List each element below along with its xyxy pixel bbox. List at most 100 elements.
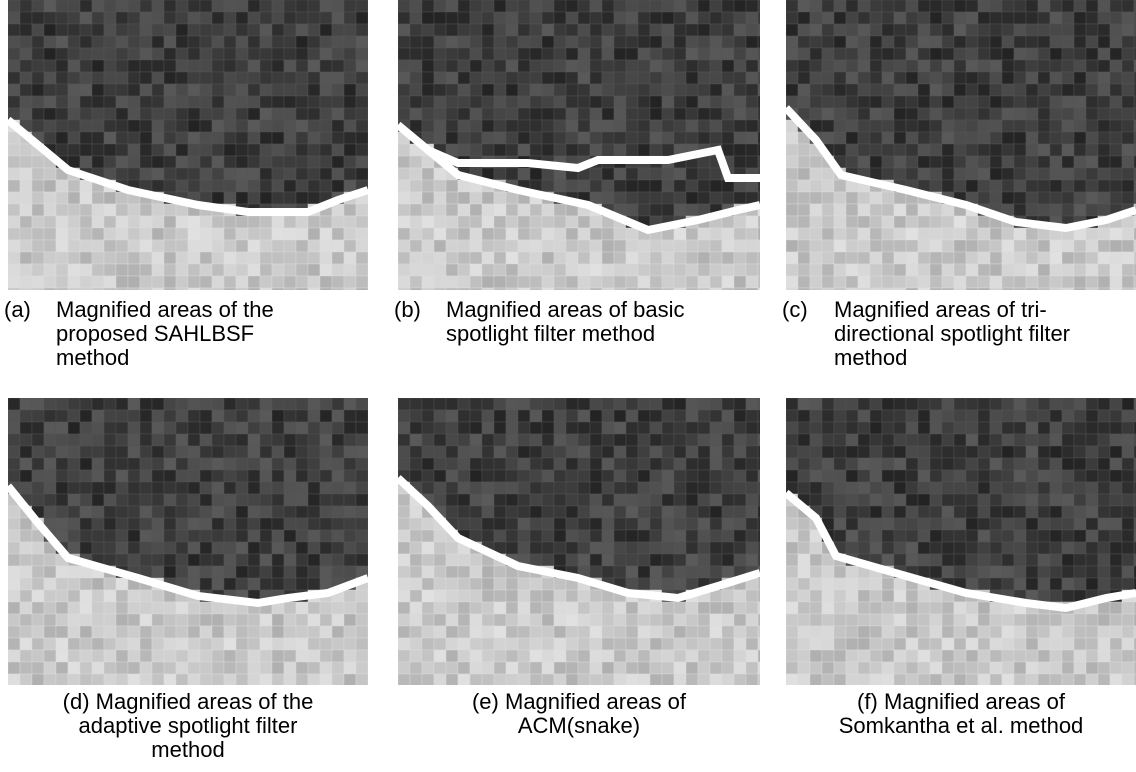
- pixel: [638, 566, 650, 578]
- pixel: [164, 276, 176, 288]
- pixel: [164, 204, 176, 216]
- pixel: [578, 120, 590, 132]
- pixel: [810, 84, 822, 96]
- pixel: [506, 120, 518, 132]
- pixel: [1074, 144, 1086, 156]
- pixel: [822, 470, 834, 482]
- pixel: [1110, 228, 1122, 240]
- pixel: [422, 96, 434, 108]
- pixel: [822, 650, 834, 662]
- pixel: [1050, 458, 1062, 470]
- pixel: [272, 674, 284, 685]
- pixel: [542, 12, 554, 24]
- pixel: [320, 216, 332, 228]
- pixel: [530, 614, 542, 626]
- pixel: [746, 156, 758, 168]
- pixel: [674, 120, 686, 132]
- pixel: [966, 12, 978, 24]
- pixel: [152, 204, 164, 216]
- pixel: [1086, 84, 1098, 96]
- pixel: [398, 108, 410, 120]
- pixel: [746, 120, 758, 132]
- pixel: [434, 276, 446, 288]
- pixel: [44, 0, 56, 12]
- pixel: [542, 144, 554, 156]
- pixel: [1098, 12, 1110, 24]
- pixel: [482, 240, 494, 252]
- pixel: [1002, 168, 1014, 180]
- pixel: [1074, 276, 1086, 288]
- pixel: [1026, 36, 1038, 48]
- pixel: [1110, 0, 1122, 12]
- pixel: [698, 482, 710, 494]
- pixel: [410, 168, 422, 180]
- pixel: [56, 398, 68, 410]
- pixel: [458, 674, 470, 685]
- pixel: [566, 614, 578, 626]
- pixel: [56, 482, 68, 494]
- pixel: [614, 228, 626, 240]
- pixel: [906, 482, 918, 494]
- pixel: [698, 434, 710, 446]
- pixel: [990, 120, 1002, 132]
- pixel: [638, 530, 650, 542]
- pixel: [734, 84, 746, 96]
- pixel: [1038, 288, 1050, 290]
- pixel: [176, 494, 188, 506]
- pixel: [918, 156, 930, 168]
- pixel: [662, 494, 674, 506]
- pixel: [1062, 132, 1074, 144]
- pixel: [686, 626, 698, 638]
- pixel: [260, 276, 272, 288]
- pixel: [906, 446, 918, 458]
- pixel: [422, 48, 434, 60]
- pixel: [284, 144, 296, 156]
- pixel: [80, 96, 92, 108]
- pixel: [224, 264, 236, 276]
- pixel: [482, 506, 494, 518]
- pixel: [320, 566, 332, 578]
- pixel: [272, 132, 284, 144]
- pixel: [1086, 204, 1098, 216]
- pixel: [978, 398, 990, 410]
- pixel: [332, 506, 344, 518]
- pixel: [68, 132, 80, 144]
- pixel: [686, 72, 698, 84]
- pixel: [32, 674, 44, 685]
- pixel: [638, 192, 650, 204]
- pixel: [626, 566, 638, 578]
- pixel: [758, 0, 760, 12]
- pixel: [1086, 228, 1098, 240]
- pixel: [1098, 72, 1110, 84]
- pixel: [530, 494, 542, 506]
- pixel: [272, 398, 284, 410]
- pixel: [152, 422, 164, 434]
- pixel: [834, 530, 846, 542]
- pixel: [722, 482, 734, 494]
- pixel: [320, 252, 332, 264]
- pixel: [140, 48, 152, 60]
- pixel: [260, 12, 272, 24]
- pixel: [434, 72, 446, 84]
- pixel: [128, 518, 140, 530]
- pixel: [894, 276, 906, 288]
- pixel: [356, 228, 368, 240]
- pixel: [248, 156, 260, 168]
- pixel: [578, 144, 590, 156]
- pixel: [140, 288, 152, 290]
- pixel: [1074, 410, 1086, 422]
- pixel: [1098, 120, 1110, 132]
- pixel: [296, 566, 308, 578]
- pixel: [1062, 0, 1074, 12]
- pixel: [626, 0, 638, 12]
- pixel: [20, 84, 32, 96]
- pixel: [566, 96, 578, 108]
- pixel: [542, 494, 554, 506]
- pixel: [44, 216, 56, 228]
- pixel: [662, 434, 674, 446]
- pixel: [1098, 530, 1110, 542]
- pixel: [990, 578, 1002, 590]
- pixel: [140, 590, 152, 602]
- pixel: [894, 228, 906, 240]
- pixel: [356, 410, 368, 422]
